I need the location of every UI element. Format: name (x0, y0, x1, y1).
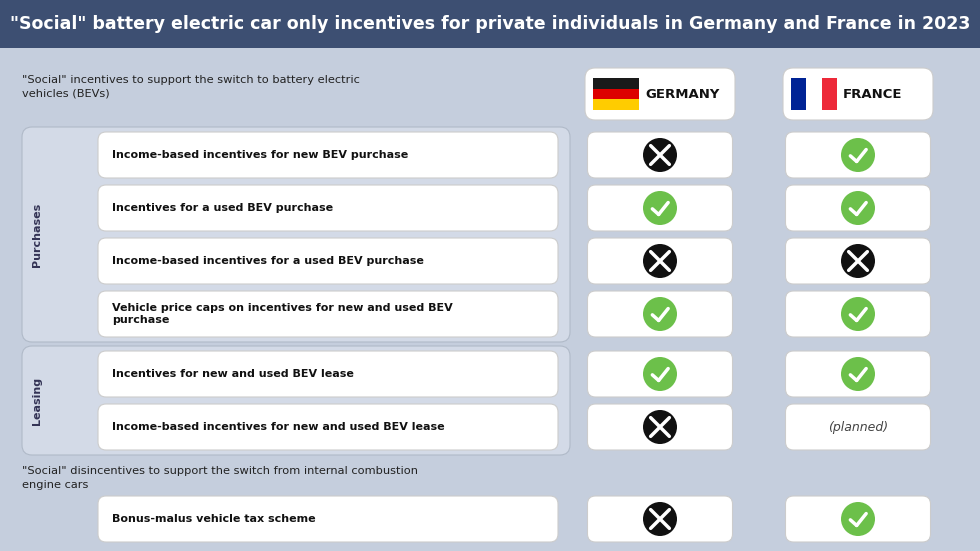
Bar (593, 99, 639, 110)
Text: Purchases: Purchases (32, 202, 42, 267)
Circle shape (643, 244, 677, 278)
Bar (593, 78, 639, 89)
Circle shape (841, 191, 875, 225)
FancyBboxPatch shape (587, 132, 732, 178)
FancyBboxPatch shape (98, 404, 558, 450)
FancyBboxPatch shape (98, 496, 558, 542)
Bar (791, 78, 807, 110)
Circle shape (643, 191, 677, 225)
FancyBboxPatch shape (98, 291, 558, 337)
Text: Vehicle price caps on incentives for new and used BEV
purchase: Vehicle price caps on incentives for new… (112, 302, 453, 326)
Circle shape (841, 138, 875, 172)
Text: Income-based incentives for a used BEV purchase: Income-based incentives for a used BEV p… (112, 256, 424, 266)
FancyBboxPatch shape (22, 127, 570, 342)
FancyBboxPatch shape (22, 346, 570, 455)
Circle shape (841, 297, 875, 331)
Text: (planned): (planned) (828, 420, 888, 434)
Text: Income-based incentives for new BEV purchase: Income-based incentives for new BEV purc… (112, 150, 409, 160)
Bar (807, 78, 821, 110)
Circle shape (643, 410, 677, 444)
FancyBboxPatch shape (587, 351, 732, 397)
FancyBboxPatch shape (786, 496, 930, 542)
FancyBboxPatch shape (786, 351, 930, 397)
Circle shape (841, 357, 875, 391)
Text: FRANCE: FRANCE (843, 88, 903, 100)
Text: "Social" disincentives to support the switch from internal combustion
engine car: "Social" disincentives to support the sw… (22, 466, 418, 490)
Text: Bonus-malus vehicle tax scheme: Bonus-malus vehicle tax scheme (112, 514, 316, 524)
FancyBboxPatch shape (98, 185, 558, 231)
FancyBboxPatch shape (587, 185, 732, 231)
Circle shape (841, 244, 875, 278)
Circle shape (643, 138, 677, 172)
Text: "Social" battery electric car only incentives for private individuals in Germany: "Social" battery electric car only incen… (10, 15, 970, 33)
FancyBboxPatch shape (98, 351, 558, 397)
FancyBboxPatch shape (98, 132, 558, 178)
Text: Incentives for a used BEV purchase: Incentives for a used BEV purchase (112, 203, 333, 213)
Text: "Social" incentives to support the switch to battery electric
vehicles (BEVs): "Social" incentives to support the switc… (22, 75, 360, 99)
Circle shape (643, 297, 677, 331)
Bar (821, 78, 837, 110)
FancyBboxPatch shape (585, 68, 735, 120)
FancyBboxPatch shape (587, 404, 732, 450)
Circle shape (841, 502, 875, 536)
FancyBboxPatch shape (587, 496, 732, 542)
FancyBboxPatch shape (783, 68, 933, 120)
FancyBboxPatch shape (786, 185, 930, 231)
Text: Incentives for new and used BEV lease: Incentives for new and used BEV lease (112, 369, 354, 379)
Text: GERMANY: GERMANY (645, 88, 719, 100)
FancyBboxPatch shape (786, 404, 930, 450)
FancyBboxPatch shape (786, 291, 930, 337)
Bar (593, 89, 639, 99)
FancyBboxPatch shape (786, 132, 930, 178)
Text: Income-based incentives for new and used BEV lease: Income-based incentives for new and used… (112, 422, 445, 432)
FancyBboxPatch shape (786, 238, 930, 284)
Bar (0, 0, 980, 48)
FancyBboxPatch shape (587, 238, 732, 284)
FancyBboxPatch shape (98, 238, 558, 284)
FancyBboxPatch shape (587, 291, 732, 337)
Circle shape (643, 502, 677, 536)
Text: Leasing: Leasing (32, 376, 42, 425)
Circle shape (643, 357, 677, 391)
